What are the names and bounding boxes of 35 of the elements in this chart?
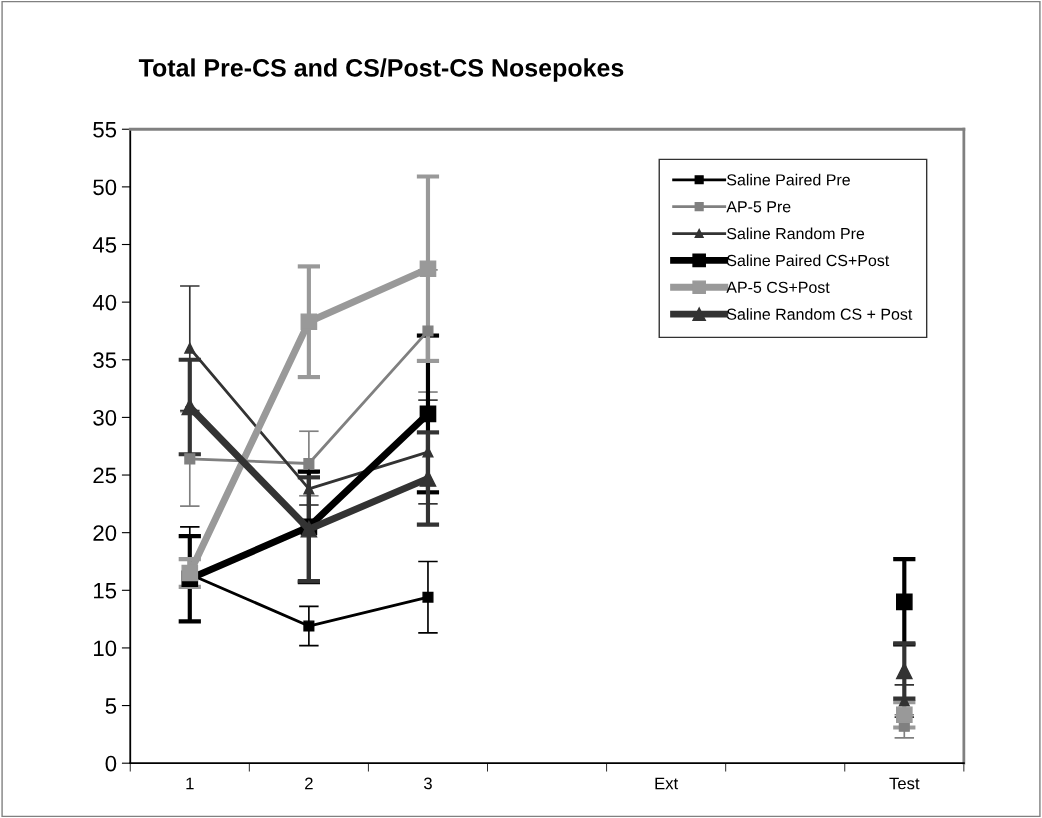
point [303,457,315,470]
point [300,313,318,331]
legend-label: Saline Random Pre [727,227,865,240]
legend-label: AP-5 CS+Post [726,281,830,293]
point [303,620,315,632]
x-tick-label: Ext [655,777,679,790]
y-tick-label: 15 [94,583,117,599]
point [184,453,196,465]
legend-label: Saline Random CS + Post [727,308,913,320]
point [422,591,434,603]
y-tick-label: 50 [93,179,117,196]
point [419,405,437,423]
x-tick-label: 2 [305,777,313,790]
y-tick-label: 45 [92,237,117,253]
y-tick-label: 0 [105,755,117,772]
point [895,706,913,724]
y-tick-label: 40 [92,294,117,311]
y-tick-label: 30 [93,409,117,426]
x-tick-label: 1 [186,777,194,790]
point [184,342,196,354]
legend-label: AP-5 Pre [726,201,791,213]
y-tick-label: 5 [105,698,117,714]
y-tick-label: 35 [93,352,117,369]
legend-label: Saline Paired Pre [727,173,850,186]
point [895,593,913,611]
y-tick-label: 55 [93,122,117,138]
point [422,325,434,337]
x-tick-label: 3 [423,777,432,790]
point [181,564,199,582]
y-tick-label: 25 [93,467,117,484]
x-tick-label: Test [889,777,920,790]
y-tick-label: 10 [94,640,117,657]
y-tick-label: 20 [93,525,117,541]
point [419,260,437,278]
chart-title: Total Pre-CS and CS/Post-CS Nosepokes [138,58,624,82]
